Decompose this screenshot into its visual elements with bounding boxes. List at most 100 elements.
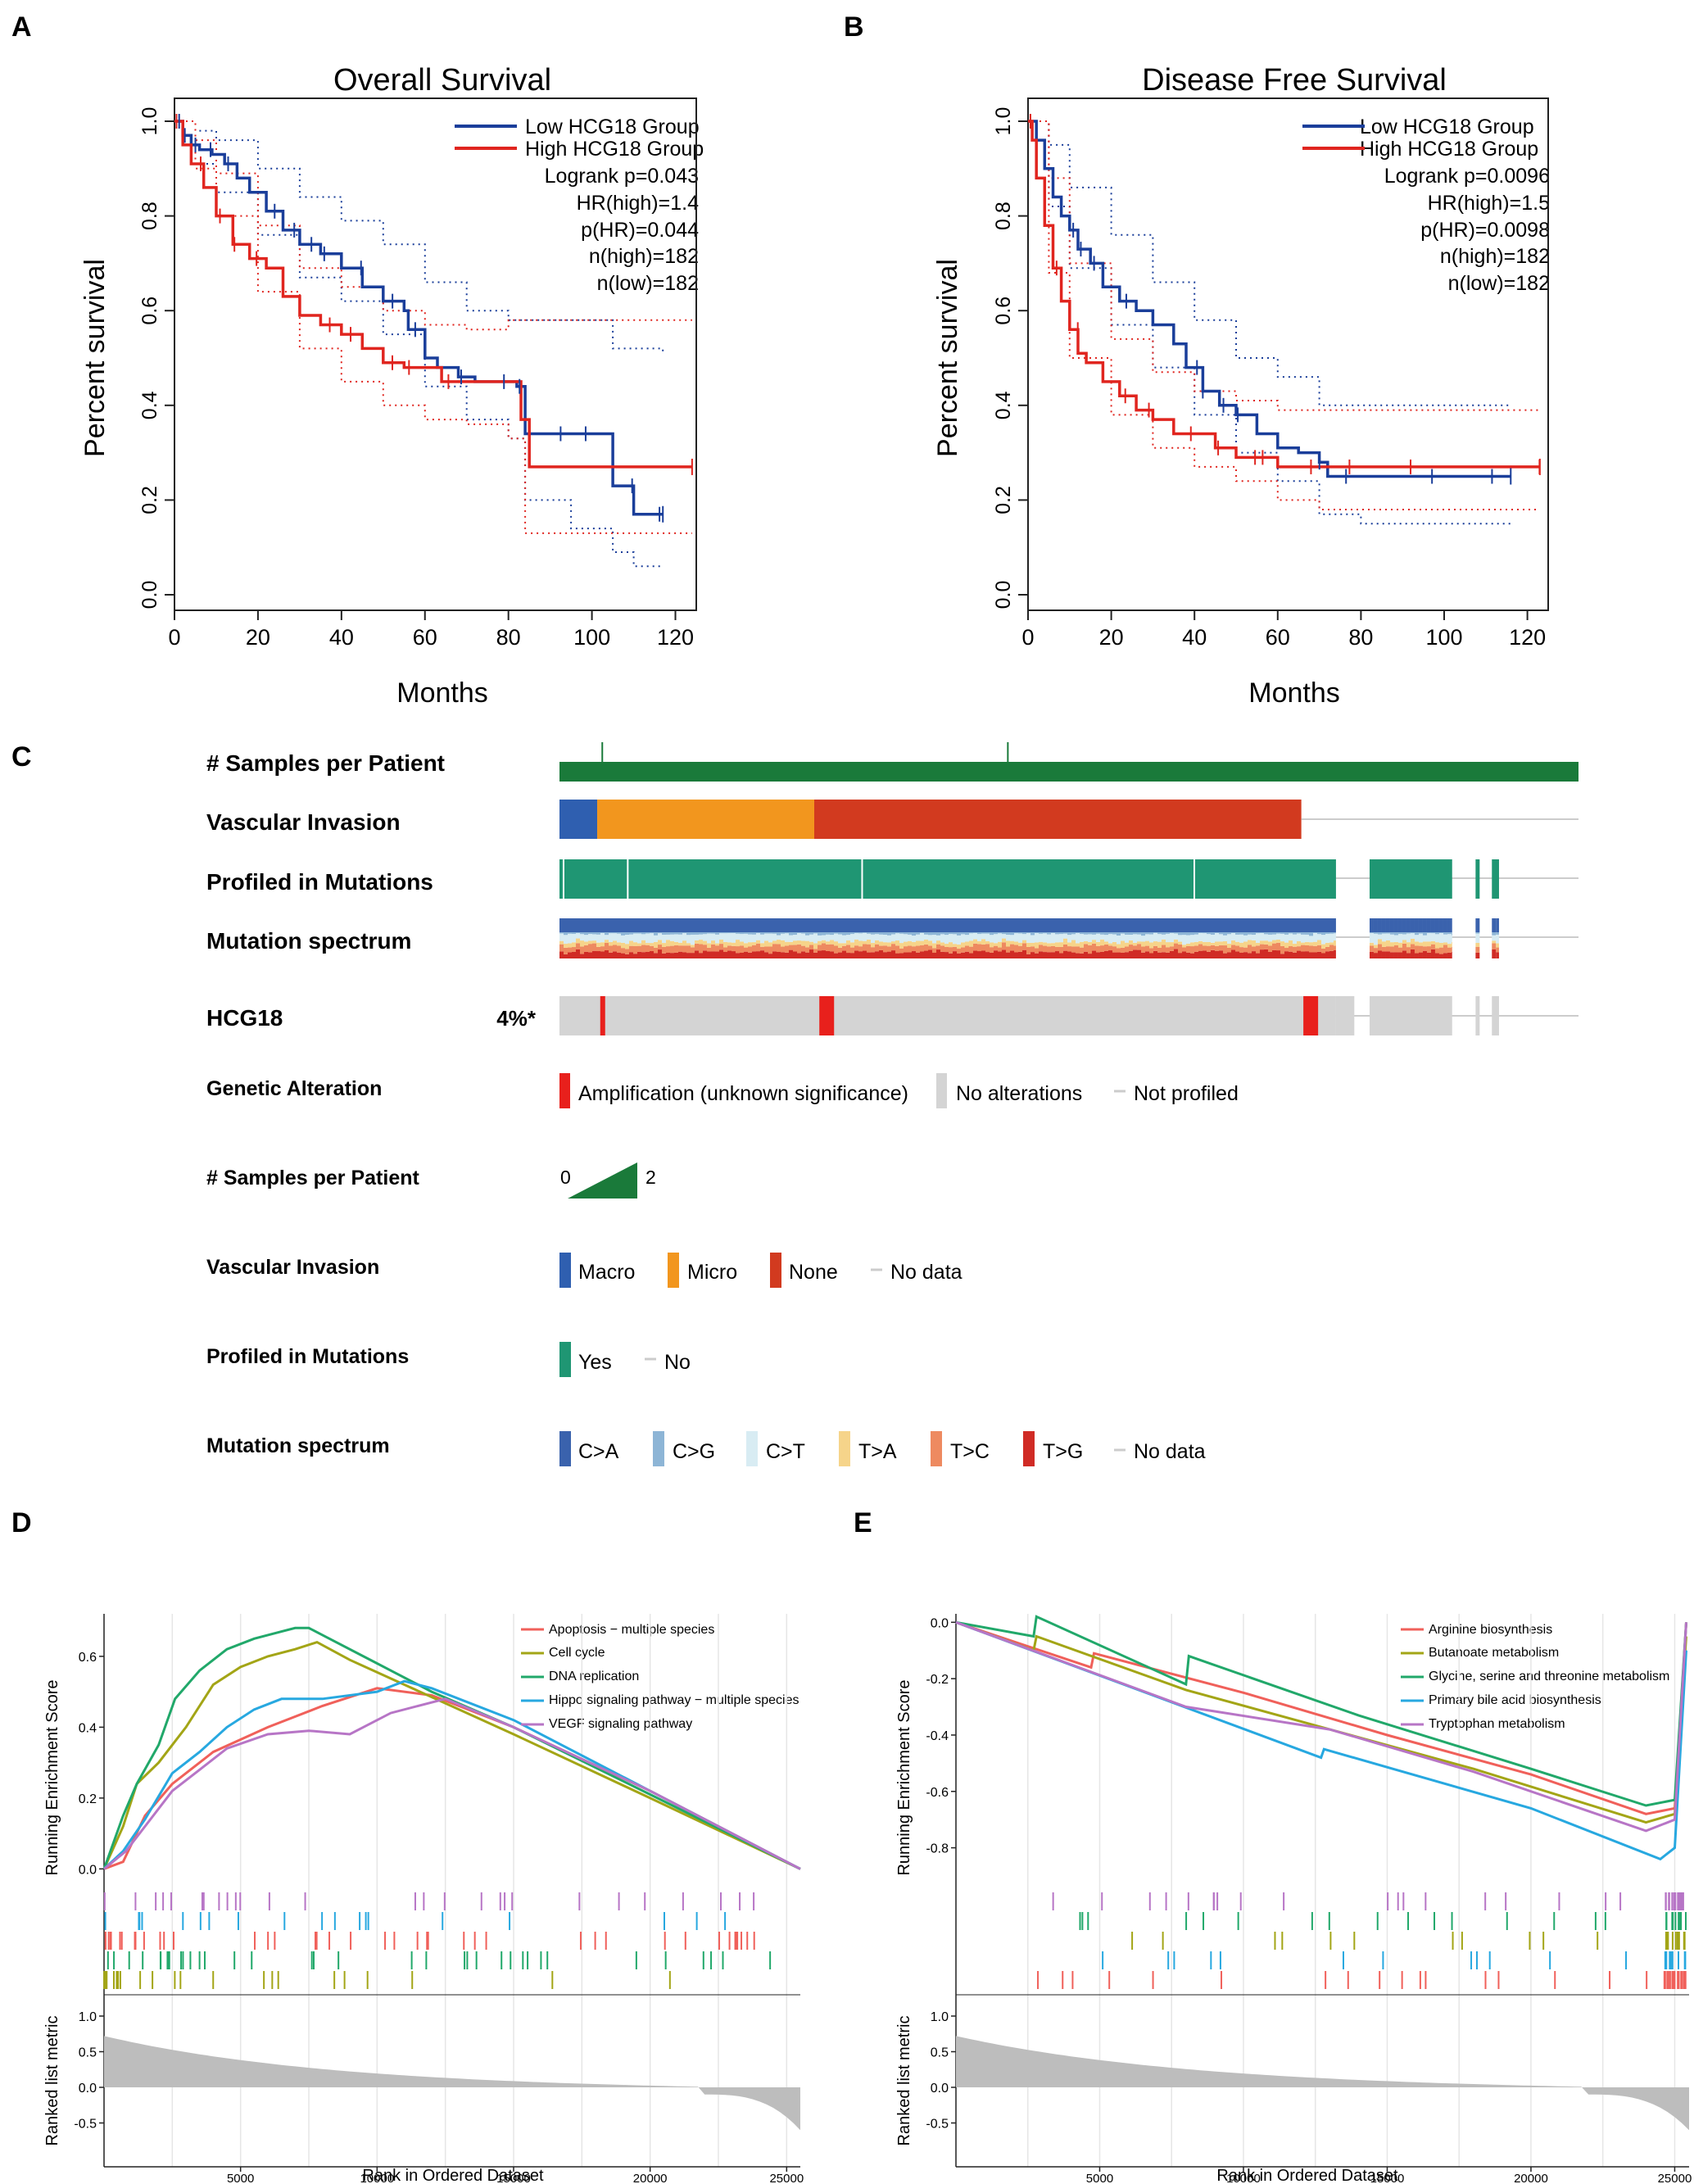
spectrum-bar [666,953,670,958]
spectrum-bar [1084,940,1088,945]
spectrum-bar [830,951,834,958]
spectrum-bar [1051,945,1055,953]
spectrum-bar [867,952,871,958]
spectrum-bar [940,942,944,946]
spectrum-bar [621,942,625,949]
spectrum-bar [1492,943,1497,949]
spectrum-bar [686,945,691,954]
x-tick-label: 15000 [1370,2172,1405,2184]
spectrum-bar [1129,950,1133,958]
spectrum-bar [998,932,1002,934]
spectrum-bar [1215,941,1219,946]
spectrum-bar [1055,934,1059,943]
spectrum-bar [1043,933,1047,943]
spectrum-bar [1149,953,1153,958]
spectrum-bar [936,944,940,950]
spectrum-bar [863,944,867,951]
spectrum-bar [834,945,838,954]
spectrum-bar [1397,952,1402,958]
spectrum-bar [1182,932,1186,936]
spectrum-bar [863,932,867,941]
hcg18-no-alteration [1492,996,1499,1035]
spectrum-bar [871,918,875,932]
spectrum-bar [1174,933,1178,940]
spectrum-bar [1475,952,1480,958]
spectrum-bar [1443,932,1447,935]
spectrum-bar [654,918,658,932]
spectrum-bar [1276,932,1280,934]
spectrum-bar [654,953,658,958]
spectrum-bar [1112,934,1116,942]
spectrum-bar [1280,932,1284,934]
spectrum-bar [920,940,924,945]
spectrum-bar [732,918,736,932]
spectrum-bar [1252,932,1256,936]
spectrum-bar [723,952,727,958]
spectrum-bar [1178,918,1182,932]
spectrum-bar [772,918,777,932]
spectrum-bar [1018,951,1022,958]
spectrum-bar [1190,932,1194,936]
spectrum-bar [1381,933,1386,942]
spectrum-bar [1418,945,1423,953]
spectrum-bar [1145,945,1149,952]
legend-label: VEGF signaling pathway [549,1717,692,1731]
y-tick-label: 0.4 [79,1721,97,1735]
spectrum-bar [1096,952,1100,958]
spectrum-bar [736,953,740,958]
spectrum-bar [781,952,785,958]
spectrum-bar [953,918,957,932]
spectrum-bar [1174,932,1178,934]
spectrum-bar [674,918,678,932]
spectrum-bar [1264,934,1268,941]
spectrum-bar [1369,932,1374,934]
spectrum-bar [1317,945,1321,952]
spectrum-bar [1235,932,1239,935]
spectrum-bar [1198,950,1203,958]
spectrum-bar [1227,932,1231,935]
spectrum-bar [858,933,863,941]
spectrum-bar [1325,951,1329,958]
spectrum-bar [1329,945,1334,951]
oncoprint: # Samples per Patient Vascular Invasion … [206,742,1578,1466]
spectrum-bar [977,944,981,952]
spectrum-bar [1047,918,1051,932]
spectrum-bar [1215,945,1219,951]
spectrum-bar [1039,932,1043,934]
spectrum-bar [1309,945,1313,953]
legend-swatch-ta [839,1431,850,1466]
spectrum-bar [1141,918,1145,932]
spectrum-bar [1198,944,1203,951]
spectrum-bar [1252,946,1256,952]
spectrum-bar [1190,935,1194,943]
spectrum-bar [908,918,912,932]
spectrum-bar [875,932,879,935]
spectrum-bar [899,943,904,949]
spectrum-bar [994,932,998,935]
spectrum-bar [1071,952,1076,958]
chart-title: Disease Free Survival [1142,63,1447,97]
spectrum-bar [961,918,965,932]
spectrum-bar [1133,945,1137,950]
spectrum-bar [576,938,580,944]
spectrum-bar [1280,945,1284,954]
spectrum-bar [1047,932,1051,935]
spectrum-bar [1194,951,1198,958]
spectrum-bar [609,918,613,932]
spectrum-bar [928,935,932,941]
spectrum-bar [1055,946,1059,952]
spectrum-bar [625,954,629,958]
spectrum-bar [842,935,846,944]
spectrum-bar [994,950,998,958]
spectrum-bar [1313,932,1317,942]
spectrum-bar [920,951,924,958]
spectrum-bar [1389,918,1394,932]
spectrum-bar [977,932,981,935]
spectrum-bar [650,918,654,932]
spectrum-bar [1088,934,1092,942]
spectrum-bar [711,951,715,958]
spectrum-bar [744,918,748,932]
y-tick-label: 0.0 [931,1616,949,1630]
spectrum-bar [1426,932,1431,934]
spectrum-bar [744,951,748,958]
